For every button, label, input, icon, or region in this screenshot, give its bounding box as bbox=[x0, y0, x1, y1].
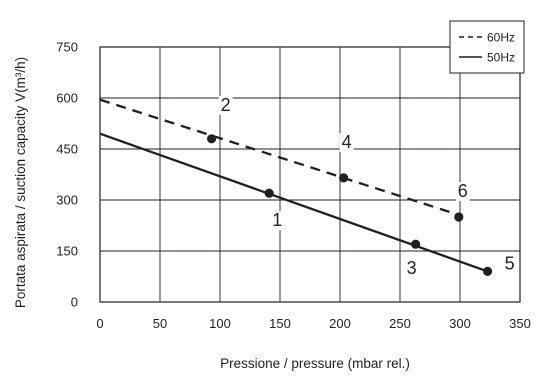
x-tick-label: 150 bbox=[269, 316, 291, 331]
x-tick-label: 300 bbox=[449, 316, 471, 331]
series-line-60hz bbox=[99, 98, 461, 217]
point-label-bg bbox=[339, 132, 354, 152]
data-point-1 bbox=[264, 188, 274, 198]
point-label-bg bbox=[218, 95, 233, 115]
x-tick-label: 50 bbox=[153, 316, 167, 331]
point-label-3: 3 bbox=[407, 258, 417, 278]
legend-label-60hz: 60Hz bbox=[487, 31, 515, 45]
data-point-4 bbox=[339, 173, 349, 183]
legend-box bbox=[449, 20, 525, 74]
point-label-bg bbox=[404, 259, 419, 279]
point-labels: 2 4 6 1 3 5 bbox=[218, 95, 517, 279]
series bbox=[99, 98, 493, 276]
plot-frame bbox=[99, 46, 521, 303]
y-tick-label: 600 bbox=[56, 91, 78, 106]
point-label-1: 1 bbox=[272, 210, 282, 230]
x-tick-label: 100 bbox=[209, 316, 231, 331]
data-point-6 bbox=[454, 212, 464, 222]
point-label-bg bbox=[502, 254, 517, 274]
point-label-4: 4 bbox=[342, 132, 352, 152]
x-axis-title: Pressione / pressure (mbar rel.) bbox=[220, 356, 410, 371]
data-point-5 bbox=[483, 266, 493, 276]
legend-label-50hz: 50Hz bbox=[487, 51, 515, 65]
point-label-2: 2 bbox=[221, 95, 231, 115]
x-tick-label: 200 bbox=[329, 316, 351, 331]
x-tick-label: 250 bbox=[389, 316, 411, 331]
y-tick-label: 150 bbox=[56, 244, 78, 259]
y-axis-title: Portata aspirata / suction capacity V(m³… bbox=[13, 57, 28, 308]
data-point-3 bbox=[411, 239, 421, 249]
y-tick-label: 450 bbox=[56, 142, 78, 157]
legend: 60Hz 50Hz bbox=[449, 20, 525, 74]
y-tick-label: 300 bbox=[56, 193, 78, 208]
y-tick-label: 0 bbox=[71, 295, 78, 310]
grid bbox=[99, 46, 521, 303]
series-line-50hz bbox=[99, 132, 488, 273]
point-label-5: 5 bbox=[505, 253, 515, 273]
x-tick-label: 350 bbox=[509, 316, 531, 331]
y-tick-label: 750 bbox=[56, 40, 78, 55]
x-tick-label: 0 bbox=[96, 316, 103, 331]
point-label-bg bbox=[270, 211, 285, 231]
point-label-bg bbox=[455, 182, 470, 201]
point-label-6: 6 bbox=[458, 181, 468, 201]
axes: 0 50 100 150 200 250 300 350 0 150 300 450 600 750 bbox=[56, 40, 531, 332]
data-point-2 bbox=[207, 134, 217, 144]
